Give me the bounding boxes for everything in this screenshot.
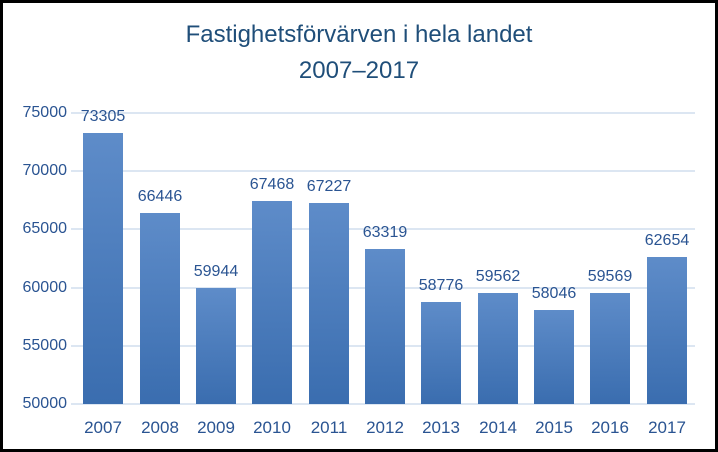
value-label-2011: 67227 — [306, 178, 352, 195]
gridline-65000 — [71, 228, 695, 230]
value-label-2009: 59944 — [193, 263, 239, 280]
y-axis-tick-label: 65000 — [22, 220, 68, 237]
x-axis-tick-label: 2007 — [84, 418, 122, 437]
x-axis-tick-label: 2012 — [366, 418, 404, 437]
gridline-75000 — [71, 112, 695, 114]
x-axis-tick-label: 2013 — [422, 418, 460, 437]
y-axis-tick-label: 55000 — [22, 337, 68, 354]
gridline-50000 — [71, 403, 695, 405]
bar-2017 — [647, 257, 687, 404]
value-label-2012: 63319 — [362, 224, 408, 241]
value-label-2010: 67468 — [249, 176, 295, 193]
x-axis-tick-label: 2016 — [591, 418, 629, 437]
chart-title-line1: Fastighetsförvärven i hela landet — [185, 21, 533, 48]
y-axis-tick-label: 75000 — [22, 104, 68, 121]
y-axis-tick-label: 60000 — [22, 279, 68, 296]
value-label-2013: 58776 — [418, 277, 464, 294]
bar-2008 — [140, 213, 180, 404]
x-axis-tick-label: 2010 — [253, 418, 291, 437]
x-axis-tick-label: 2017 — [648, 418, 686, 437]
bar-2012 — [365, 249, 405, 404]
x-axis-tick-label: 2015 — [535, 418, 573, 437]
bar-2014 — [478, 293, 518, 404]
bar-2009 — [196, 288, 236, 404]
value-label-2014: 59562 — [475, 268, 521, 285]
y-axis-tick-label: 70000 — [22, 162, 68, 179]
bar-2010 — [252, 201, 292, 404]
bar-2015 — [534, 310, 574, 404]
bar-2013 — [421, 302, 461, 404]
chart-title: Fastighetsförvärven i hela landet 2007–2… — [3, 17, 715, 89]
bar-2011 — [309, 203, 349, 404]
value-label-2007: 73305 — [80, 108, 126, 125]
y-axis-tick-label: 50000 — [22, 395, 68, 412]
value-label-2016: 59569 — [587, 268, 633, 285]
bar-2016 — [590, 293, 630, 404]
x-axis-tick-label: 2011 — [310, 418, 348, 437]
x-axis-tick-label: 2009 — [197, 418, 235, 437]
value-label-2015: 58046 — [531, 285, 577, 302]
x-axis-tick-label: 2014 — [479, 418, 517, 437]
x-axis-tick-label: 2008 — [141, 418, 179, 437]
gridline-70000 — [71, 170, 695, 172]
chart-title-line2: 2007–2017 — [298, 57, 420, 84]
bar-2007 — [83, 133, 123, 404]
value-label-2008: 66446 — [137, 188, 183, 205]
value-label-2017: 62654 — [644, 232, 690, 249]
